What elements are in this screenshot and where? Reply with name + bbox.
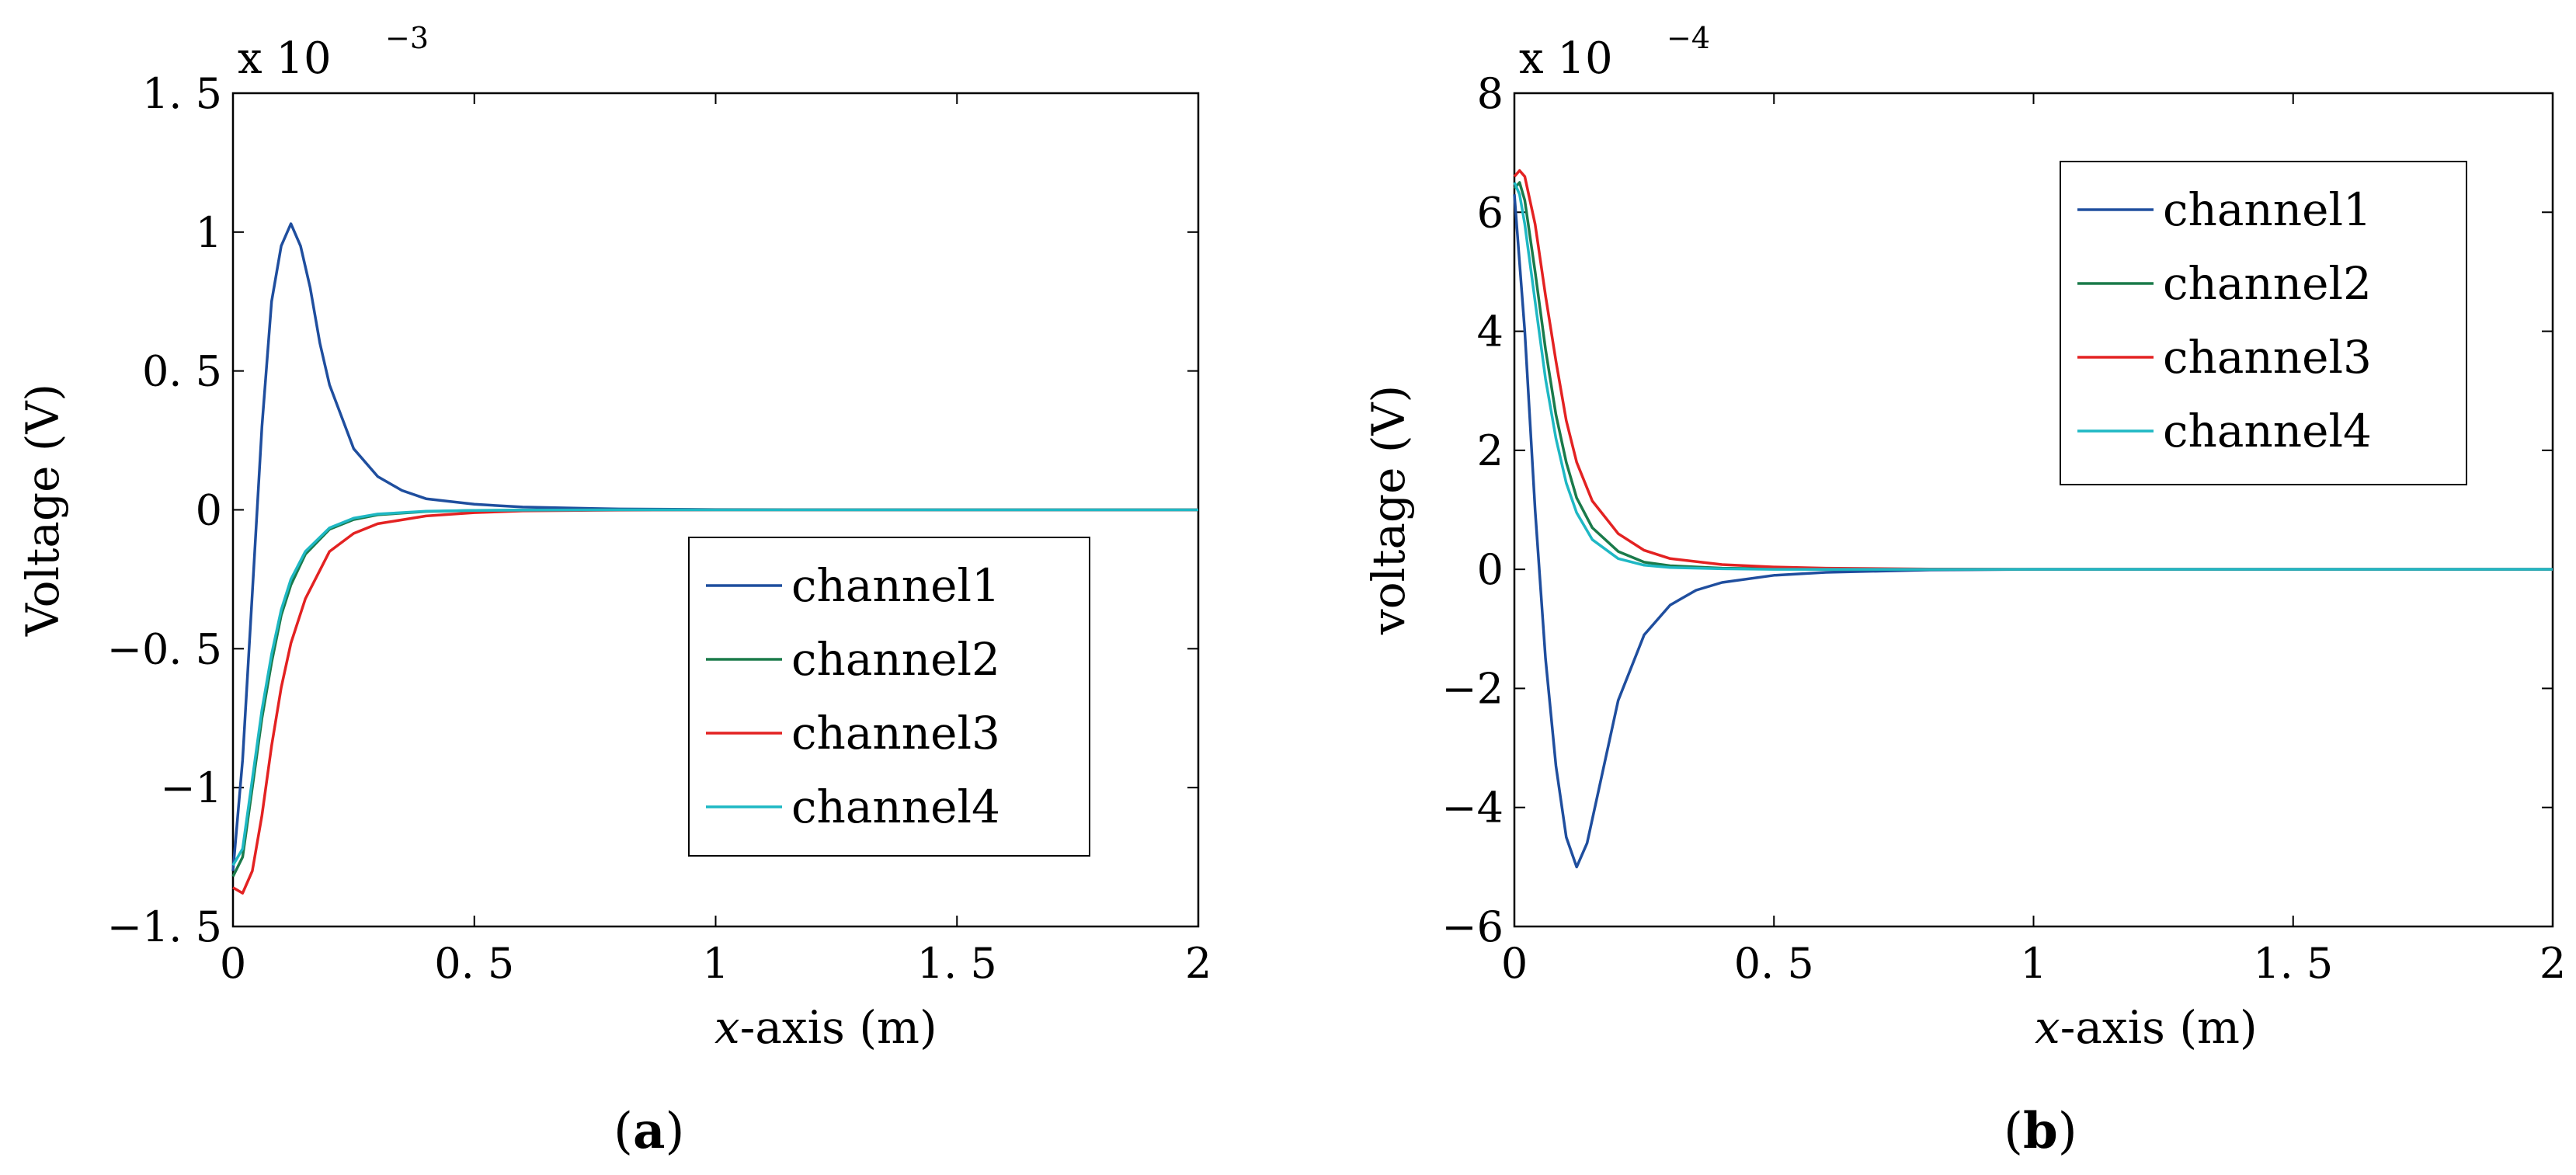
- x-axis-label: x-axis (m): [714, 1001, 937, 1054]
- y-tick-label: 8: [1477, 69, 1504, 118]
- legend-box: [688, 537, 1090, 857]
- x-tick-label: 0: [220, 939, 246, 988]
- legend-entry-channel2: channel2: [791, 633, 1000, 686]
- x-tick-label: 0. 5: [434, 939, 514, 988]
- x-tick-label: 1. 5: [917, 939, 997, 988]
- y-tick-label: 0. 5: [142, 347, 222, 396]
- panel-label: (a): [614, 1102, 684, 1160]
- legend-entry-channel1: channel1: [791, 559, 1000, 612]
- y-tick-label: 0: [1477, 545, 1504, 594]
- y-axis-label: voltage (V): [1362, 385, 1415, 635]
- panel-label: (b): [2004, 1102, 2077, 1160]
- y-tick-label: −1: [160, 763, 222, 812]
- legend-entry-channel4: channel4: [2163, 405, 2372, 457]
- y-multiplier-exponent: −4: [1667, 21, 1710, 55]
- y-tick-label: 0: [196, 486, 222, 535]
- panel-b-chart: 0 0. 5 1 1. 5 2 −6 −4 −2 0 2 4 6 8 x 10 −4 channel1 chan…: [1362, 21, 2566, 1160]
- x-tick-label: 2: [2539, 939, 2566, 988]
- y-multiplier-exponent: −3: [385, 21, 429, 55]
- y-tick-label: −6: [1441, 902, 1504, 951]
- y-tick-label: −1. 5: [107, 902, 222, 951]
- x-tick-label: 0: [1501, 939, 1528, 988]
- series-line-channel1: [231, 222, 1198, 871]
- x-axis-label: x-axis (m): [2035, 1001, 2258, 1054]
- x-tick-label: 2: [1185, 939, 1212, 988]
- panel-a-chart: 0 0. 5 1 1. 5 2 −1. 5 −1 −0. 5 0 0. 5 1 1. 5 x 10 −3 c…: [16, 21, 1212, 1160]
- y-tick-label: −0. 5: [107, 624, 222, 673]
- legend-entry-channel2: channel2: [2163, 257, 2372, 310]
- x-tick-label: 0. 5: [1734, 939, 1814, 988]
- y-tick-label: −4: [1441, 784, 1504, 833]
- y-multiplier: x 10: [238, 33, 332, 84]
- x-tick-label: 1: [2020, 939, 2046, 988]
- y-tick-label: −2: [1441, 664, 1504, 713]
- series-line-channel4: [1513, 182, 2553, 571]
- y-axis-label: Voltage (V): [16, 384, 69, 637]
- x-tick-label: 1: [702, 939, 728, 988]
- legend-entry-channel3: channel3: [791, 707, 1000, 760]
- y-tick-label: 1. 5: [142, 69, 222, 118]
- y-tick-label: 6: [1477, 188, 1504, 237]
- x-tick-label: 1. 5: [2253, 939, 2333, 988]
- legend-entry-channel3: channel3: [2163, 331, 2372, 384]
- y-tick-label: 1: [196, 208, 222, 257]
- legend-entry-channel1: channel1: [2163, 183, 2372, 236]
- y-tick-label: 2: [1477, 426, 1504, 475]
- series-line-channel4: [231, 508, 1198, 867]
- y-tick-label: 4: [1477, 308, 1504, 356]
- y-multiplier: x 10: [1519, 33, 1613, 84]
- legend-entry-channel4: channel4: [791, 780, 1000, 833]
